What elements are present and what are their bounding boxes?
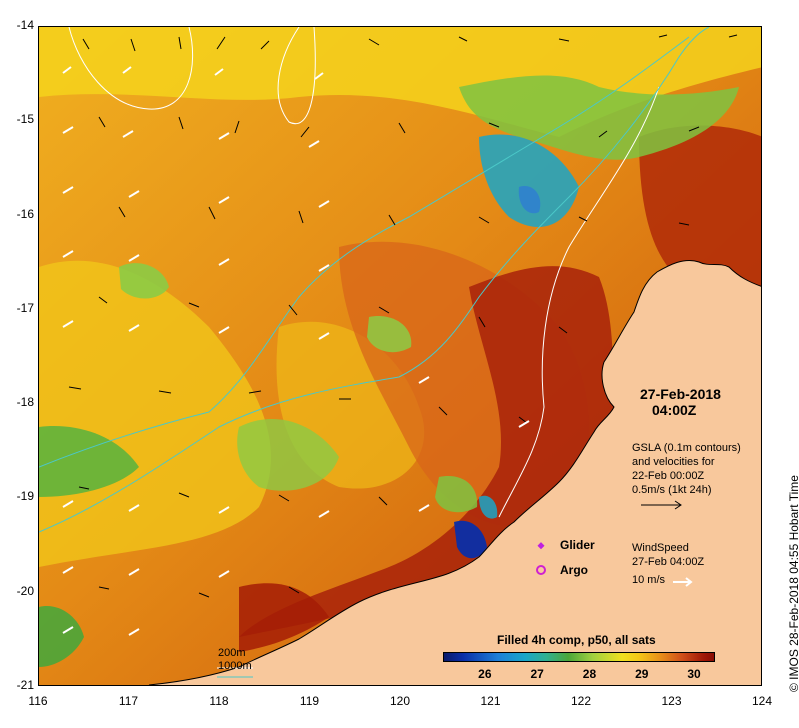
lon-tick-label: 123 [661, 694, 682, 708]
lon-tick-label: 122 [570, 694, 592, 708]
lon-tick-label: 121 [480, 694, 501, 708]
sea-green-patch-b [367, 316, 412, 353]
colorbar-tick-label: 30 [687, 667, 701, 681]
lon-tick-label: 124 [751, 694, 773, 708]
sea-coldest-coast [454, 520, 487, 559]
sea-green-patch-c [435, 476, 478, 513]
sea-green-patch-a [119, 263, 169, 299]
lat-tick-label: -14 [16, 18, 34, 32]
lat-tick-label: -21 [16, 678, 34, 692]
wind-note-line3: 10 m/s [632, 574, 666, 586]
wind-scale-arrow [673, 577, 693, 587]
sea-yellow-west [39, 260, 271, 567]
velocity-arrows [68, 34, 738, 598]
velocity-scale-arrow [641, 500, 682, 510]
glider-marker [537, 542, 545, 550]
lon-tick-label: 116 [28, 694, 48, 708]
lon-tick-label: 117 [118, 694, 139, 708]
sst-map [38, 26, 762, 686]
colorbar [443, 652, 715, 662]
isobath-200m [39, 27, 710, 533]
gsla-contour-b [277, 27, 316, 125]
colorbar-tick-label: 28 [582, 667, 597, 681]
argo-legend-label: Argo [560, 563, 588, 577]
lat-tick-label: -16 [16, 206, 34, 221]
depth-200m-label: 200m [218, 647, 246, 659]
gsla-note-line4: 0.5m/s (1kt 24h) [632, 484, 712, 496]
lat-tick-label: -18 [16, 395, 34, 410]
colorbar-tick-label: 27 [530, 667, 544, 681]
imos-credit: © IMOS 28-Feb-2018 04:55 Hobart Time [787, 475, 799, 692]
gsla-note-line3: 22-Feb 00:00Z [632, 470, 705, 482]
sst-map-canvas [39, 27, 761, 685]
land-australia [149, 260, 761, 685]
sea-green-central [237, 418, 339, 491]
gsla-note-line1: GSLA (0.1m contours) [632, 442, 741, 454]
glider-legend-label: Glider [560, 538, 595, 552]
coastline [148, 259, 761, 685]
wind-note-line2: 27-Feb 04:00Z [632, 556, 705, 568]
date-label: 27-Feb-2018 [640, 386, 721, 402]
sea-hot-coast [239, 266, 619, 637]
lon-tick-label: 120 [389, 694, 411, 708]
time-label: 04:00Z [652, 402, 697, 418]
colorbar-title: Filled 4h comp, p50, all sats [497, 633, 656, 647]
sea-green-northeast [459, 75, 739, 160]
isobath-1000m [39, 36, 690, 468]
gsla-note-line2: and velocities for [632, 456, 715, 468]
sea-hot-southwest [239, 583, 329, 652]
wind-note-line1: WindSpeed [632, 542, 689, 554]
sea-green-west [39, 426, 139, 497]
sea-cold-coast [479, 495, 498, 519]
colorbar-tick-label: 26 [478, 667, 492, 681]
sea-green-southwest [39, 606, 84, 667]
argo-marker [536, 565, 546, 575]
lat-tick-label: -17 [16, 300, 34, 315]
depth-legend-lines [217, 667, 253, 678]
sea-cold-patch [518, 186, 541, 214]
lon-tick-label: 119 [299, 694, 320, 708]
lon-tick-label: 118 [209, 694, 229, 708]
gsla-contour-c [498, 86, 660, 518]
lat-tick-label: -19 [16, 489, 34, 504]
depth-1000m-label: 1000m [218, 660, 252, 672]
lat-tick-label: -20 [16, 583, 34, 598]
lat-tick-label: -15 [16, 112, 34, 127]
gsla-contour-a [68, 27, 194, 110]
sea-cold-northeast [479, 134, 579, 227]
colorbar-tick-label: 29 [635, 667, 649, 681]
wind-arrows [62, 66, 530, 636]
